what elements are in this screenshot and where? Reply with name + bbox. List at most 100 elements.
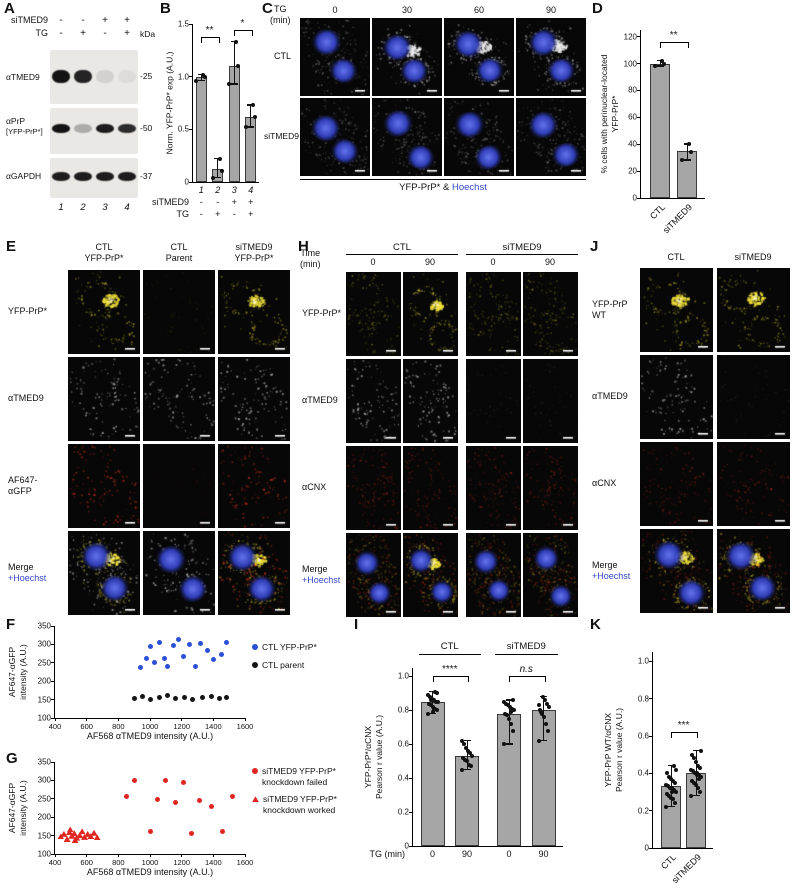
scatter-point: [180, 653, 186, 659]
data-point: [430, 710, 435, 715]
data-point: [470, 754, 474, 759]
data-point: [469, 764, 473, 769]
data-point: [667, 793, 671, 798]
kda-label: kDa: [140, 29, 156, 39]
scatter-point: [155, 796, 161, 802]
lane-number: 2: [80, 202, 86, 213]
panel-e-row-merge: Merge +Hoechst: [8, 562, 47, 583]
scatter-point: [157, 639, 162, 645]
panel-i: I YFP-PrP*/αCNX Pearson r value (A.U.) 0…: [352, 616, 584, 888]
protein-band: [52, 70, 70, 83]
micro-image-ctl-60: [444, 18, 514, 96]
scatter-point: [164, 693, 170, 699]
y-tick-label: 0.8: [637, 694, 649, 704]
panel-f: F AF647-αGFP intensity (A.U.) 100 150 200 2…: [2, 616, 350, 750]
data-point: [536, 738, 541, 743]
sig-label: ****: [441, 664, 458, 676]
data-point: [217, 156, 222, 161]
scatter-point: [161, 655, 167, 661]
panel-k: K YFP-PrP WT/αCNX Pearson r value (A.U.)…: [588, 616, 794, 888]
error-cap: [505, 743, 513, 745]
bar: [420, 701, 445, 846]
micro-j-r4c1: [640, 529, 713, 613]
kda-marker-37: -37: [140, 171, 153, 181]
x-tick: [86, 854, 88, 857]
scatter-point: [182, 694, 188, 700]
x-tick: [149, 718, 151, 721]
scatter-point: [229, 793, 235, 799]
micro-e-r4c1: [68, 531, 140, 615]
data-point: [692, 756, 697, 761]
panel-h-time-0a: 0: [370, 257, 376, 267]
data-point: [660, 58, 665, 63]
panel-d-bar-chart: 0 20 40 60 80 100 120 ** CTL siTMED9: [624, 30, 705, 235]
error-bar: [200, 74, 202, 81]
data-point: [434, 708, 439, 713]
scatter-point: [223, 694, 229, 700]
x-category-label: 2: [215, 185, 221, 195]
data-point: [468, 750, 472, 755]
x-tick-label: 1000: [141, 858, 159, 867]
data-point: [433, 699, 438, 704]
data-point: [690, 778, 695, 783]
y-tick: [649, 847, 653, 849]
data-point: [544, 701, 549, 706]
data-point: [540, 694, 545, 699]
data-point: [243, 125, 248, 130]
x-tick-label: 600: [80, 858, 93, 867]
scatter-point: [196, 797, 202, 803]
sig-bracket: [432, 676, 469, 683]
panel-f-legend: CTL YFP-PrP* CTL parent: [252, 642, 317, 677]
data-point: [435, 699, 440, 704]
x-tick: [244, 854, 246, 857]
micro-h-ctl-r4c2: [403, 533, 458, 617]
micro-h-si-r1c2: [523, 272, 578, 356]
lane-number: 1: [58, 202, 64, 213]
micro-h-ctl-r2c2: [403, 359, 458, 443]
x-tick: [117, 854, 119, 857]
x-tick-label: 1400: [204, 858, 222, 867]
condition-value: +: [80, 28, 86, 39]
y-tick: [51, 816, 55, 818]
panel-b-label: B: [160, 0, 171, 17]
protein-band: [118, 124, 136, 133]
micro-j-r3c1: [640, 442, 713, 526]
protein-band: [96, 124, 114, 133]
panel-c-col-30: 30: [401, 5, 413, 15]
y-tick-label: 150: [37, 695, 51, 705]
condition-row-label: TG: [176, 209, 190, 219]
error-bar: [686, 144, 688, 161]
y-tick: [51, 662, 55, 664]
group-line: [495, 654, 558, 655]
y-tick: [409, 845, 413, 847]
panel-g-legend: siTMED9 YFP-PrP* knockdown failed siTMED9…: [252, 766, 337, 823]
y-tick-label: 250: [37, 794, 51, 804]
micro-e-r2c3: [218, 357, 290, 441]
data-point: [665, 771, 669, 776]
y-tick-label: 0.6: [637, 731, 649, 741]
x-tick: [212, 718, 214, 721]
micro-h-si-r2c1: [466, 359, 521, 443]
y-tick: [637, 197, 641, 199]
panel-e-image-grid: [68, 270, 290, 615]
data-point: [694, 760, 699, 765]
panel-c-caption-line: [300, 179, 586, 180]
scatter-point: [193, 663, 199, 669]
lane-number: 3: [102, 202, 108, 213]
error-bar: [217, 158, 219, 178]
error-cap: [230, 83, 238, 85]
x-tick-label: 1200: [173, 722, 190, 731]
panel-f-label: F: [6, 616, 16, 633]
data-point: [507, 716, 511, 721]
panel-e-row-tmed9: αTMED9: [8, 393, 44, 403]
panel-f-scatter: 100 150 200 250 300 350 400 600 800 1000 1200 1400 1…: [38, 622, 254, 742]
data-point: [695, 773, 700, 778]
error-cap: [505, 699, 513, 701]
micro-h-ctl-r1c1: [346, 272, 401, 356]
panel-k-label: K: [590, 616, 601, 633]
data-point: [203, 74, 208, 79]
panel-h-row-cnx: αCNX: [302, 482, 327, 492]
panel-g: G AF647-αGFP intensity (A.U.) 100 150 200 2…: [2, 750, 350, 888]
data-point: [250, 103, 255, 108]
panel-f-y-axis-label: AF647-αGFP intensity (A.U.): [6, 644, 28, 700]
